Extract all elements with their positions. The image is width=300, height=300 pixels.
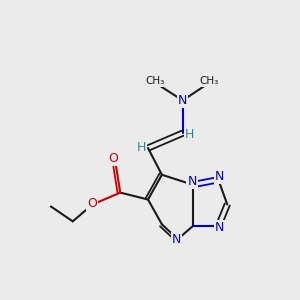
- Text: N: N: [215, 170, 224, 183]
- Text: N: N: [215, 221, 224, 234]
- Text: N: N: [178, 94, 188, 107]
- Text: H: H: [184, 128, 194, 141]
- Text: H: H: [137, 141, 146, 154]
- Text: O: O: [87, 196, 97, 209]
- Text: CH₃: CH₃: [145, 76, 165, 86]
- Text: O: O: [108, 152, 118, 165]
- Text: N: N: [187, 175, 197, 188]
- Text: N: N: [172, 233, 181, 246]
- Text: CH₃: CH₃: [200, 76, 219, 86]
